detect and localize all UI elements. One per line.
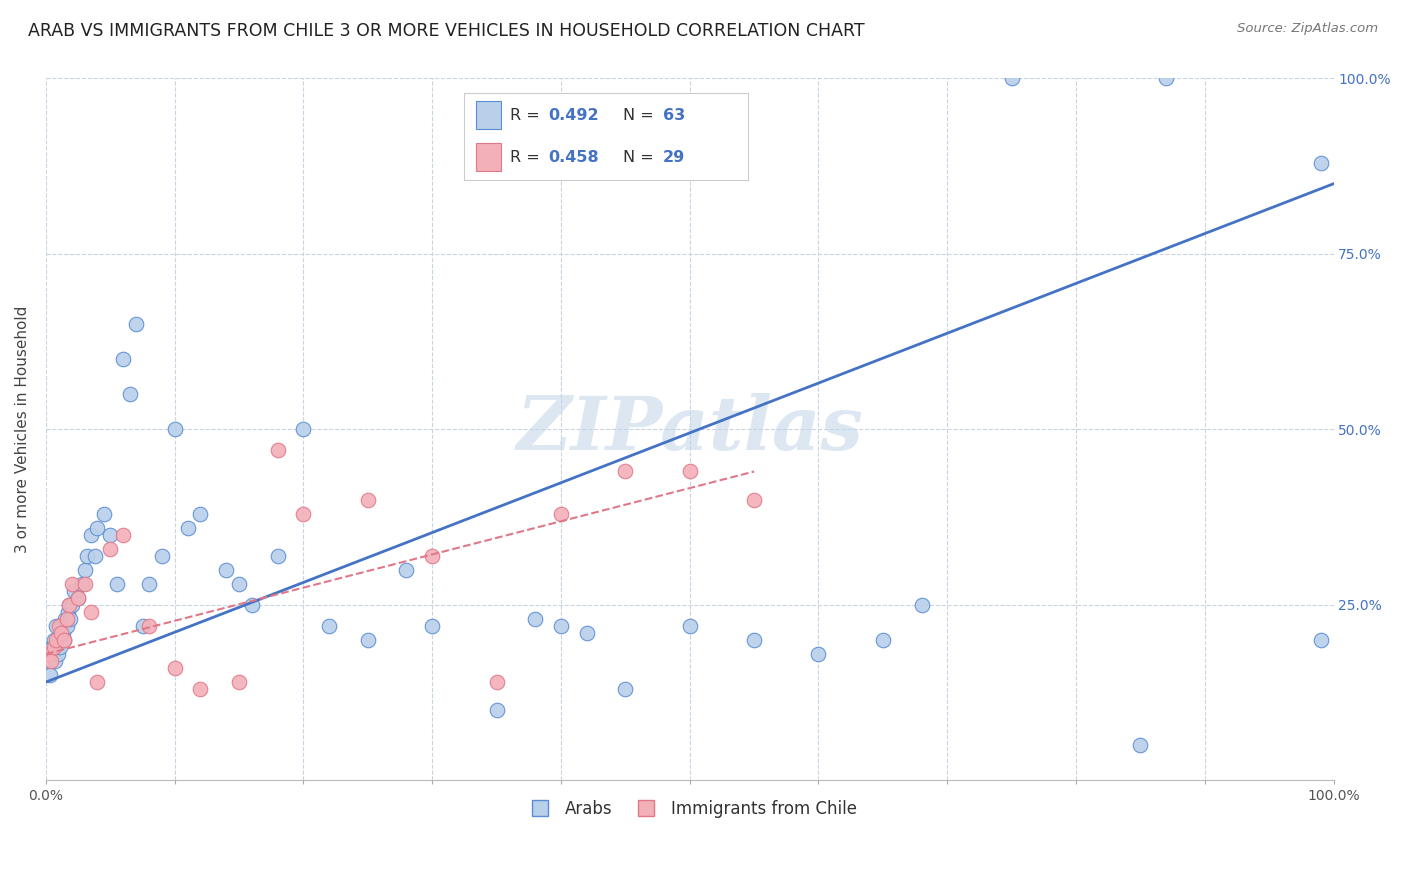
Point xyxy=(53,632,76,647)
Point xyxy=(48,619,70,633)
Point xyxy=(112,527,135,541)
Point xyxy=(56,605,79,619)
Point xyxy=(38,647,60,661)
Point xyxy=(67,591,90,605)
Point xyxy=(39,654,62,668)
Point xyxy=(49,640,72,654)
Point xyxy=(86,675,108,690)
Point xyxy=(1001,71,1024,86)
Point xyxy=(45,632,67,647)
Point xyxy=(420,619,443,633)
Point xyxy=(215,563,238,577)
Point xyxy=(48,632,70,647)
Point xyxy=(742,632,765,647)
Point xyxy=(575,626,598,640)
Point xyxy=(42,632,65,647)
Point xyxy=(44,654,66,668)
Point xyxy=(614,465,637,479)
Point xyxy=(267,443,290,458)
Point xyxy=(45,619,67,633)
Point xyxy=(485,675,508,690)
Point xyxy=(150,549,173,563)
Point xyxy=(163,422,186,436)
Point xyxy=(138,576,160,591)
Point xyxy=(58,598,80,612)
Point xyxy=(485,703,508,717)
Point xyxy=(1309,632,1331,647)
Y-axis label: 3 or more Vehicles in Household: 3 or more Vehicles in Household xyxy=(15,306,30,553)
Point xyxy=(83,549,105,563)
Point xyxy=(228,576,250,591)
Point xyxy=(98,527,121,541)
Point xyxy=(112,352,135,367)
Point xyxy=(292,507,315,521)
Point xyxy=(357,492,380,507)
Point xyxy=(42,640,65,654)
Text: ZIPatlas: ZIPatlas xyxy=(516,393,863,466)
Point xyxy=(240,598,263,612)
Point xyxy=(53,632,76,647)
Point xyxy=(46,647,69,661)
Point xyxy=(39,647,62,661)
Point xyxy=(80,605,103,619)
Point xyxy=(910,598,932,612)
Point xyxy=(267,549,290,563)
Point xyxy=(58,598,80,612)
Point xyxy=(93,507,115,521)
Point xyxy=(807,647,830,661)
Point xyxy=(53,612,76,626)
Text: ARAB VS IMMIGRANTS FROM CHILE 3 OR MORE VEHICLES IN HOUSEHOLD CORRELATION CHART: ARAB VS IMMIGRANTS FROM CHILE 3 OR MORE … xyxy=(28,22,865,40)
Point xyxy=(118,387,141,401)
Point xyxy=(614,681,637,696)
Point xyxy=(98,541,121,556)
Point xyxy=(67,591,90,605)
Point xyxy=(190,681,212,696)
Point xyxy=(52,626,75,640)
Point xyxy=(163,661,186,675)
Point xyxy=(38,668,60,682)
Point xyxy=(60,598,83,612)
Point xyxy=(742,492,765,507)
Point xyxy=(76,549,98,563)
Point xyxy=(70,576,93,591)
Point xyxy=(524,612,547,626)
Point xyxy=(550,619,572,633)
Point xyxy=(51,619,73,633)
Point xyxy=(395,563,418,577)
Point xyxy=(105,576,128,591)
Point xyxy=(73,576,96,591)
Point xyxy=(228,675,250,690)
Point xyxy=(679,619,702,633)
Point xyxy=(679,465,702,479)
Point xyxy=(420,549,443,563)
Point xyxy=(80,527,103,541)
Point xyxy=(125,317,148,331)
Point xyxy=(55,612,77,626)
Point xyxy=(60,576,83,591)
Point xyxy=(86,521,108,535)
Point xyxy=(318,619,340,633)
Point xyxy=(51,626,73,640)
Point xyxy=(63,583,86,598)
Point xyxy=(176,521,198,535)
Point xyxy=(550,507,572,521)
Point xyxy=(357,632,380,647)
Point xyxy=(292,422,315,436)
Point xyxy=(872,632,894,647)
Point xyxy=(55,619,77,633)
Point xyxy=(190,507,212,521)
Point xyxy=(1129,738,1152,752)
Point xyxy=(1154,71,1177,86)
Point xyxy=(138,619,160,633)
Point xyxy=(38,654,60,668)
Point xyxy=(41,640,63,654)
Point xyxy=(1309,155,1331,169)
Point xyxy=(73,563,96,577)
Text: Source: ZipAtlas.com: Source: ZipAtlas.com xyxy=(1237,22,1378,36)
Point xyxy=(59,612,82,626)
Legend: Arabs, Immigrants from Chile: Arabs, Immigrants from Chile xyxy=(516,793,863,824)
Point xyxy=(131,619,153,633)
